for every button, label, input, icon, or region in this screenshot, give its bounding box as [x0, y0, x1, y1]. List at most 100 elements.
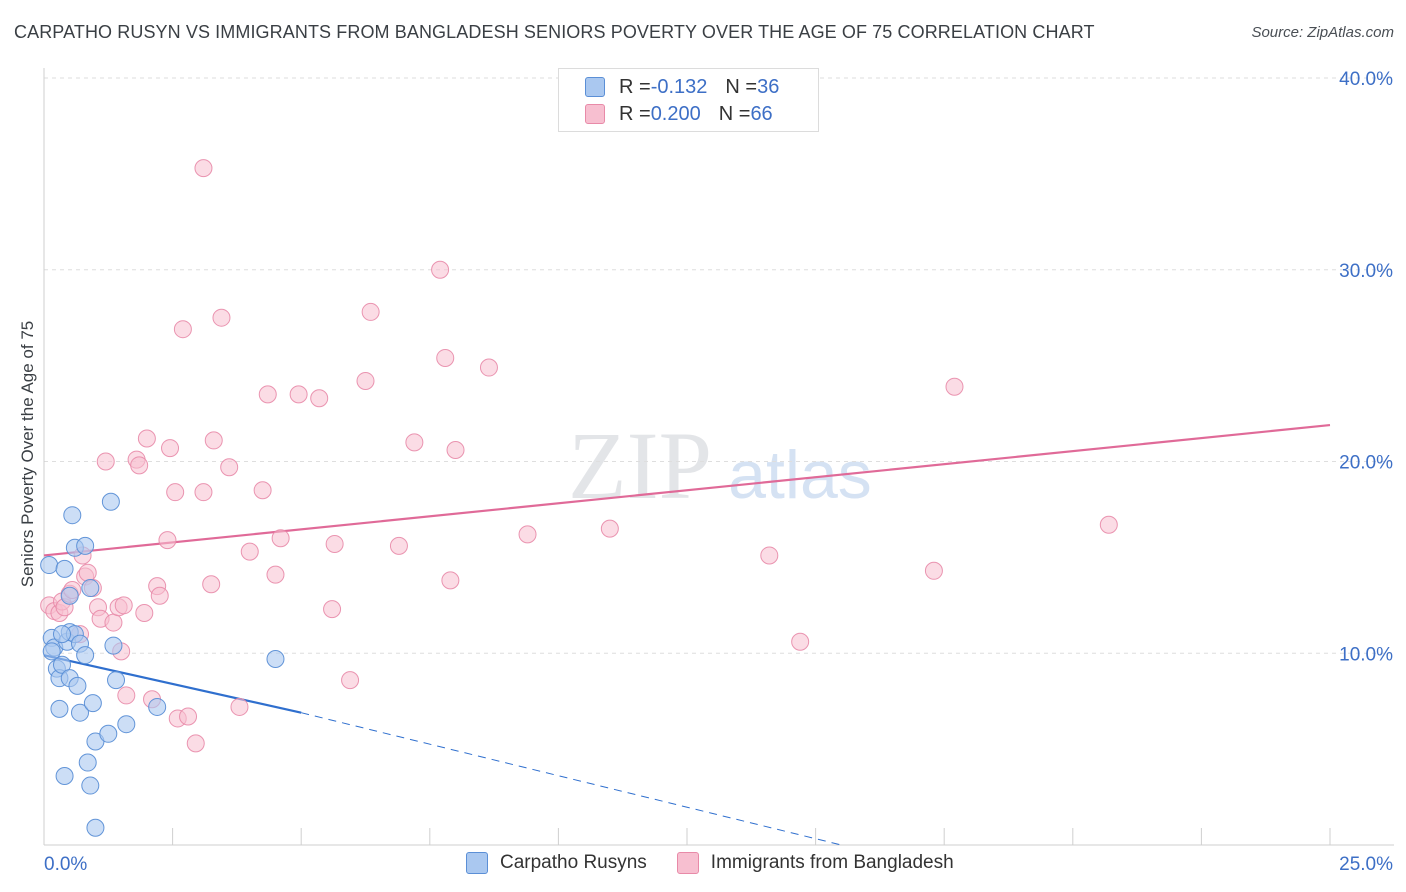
- chart-title: CARPATHO RUSYN VS IMMIGRANTS FROM BANGLA…: [14, 22, 1095, 42]
- pink-swatch: [676, 852, 699, 874]
- bangladesh-point: [137, 429, 156, 448]
- n-value: 66: [750, 102, 773, 125]
- bangladesh-point: [194, 483, 213, 502]
- bangladesh-point: [158, 531, 177, 550]
- bangladesh-point: [323, 600, 342, 619]
- series-legend: Carpatho Rusyns Immigrants from Banglade…: [466, 852, 984, 874]
- carpatho-point: [55, 559, 74, 578]
- legend-item-carpatho: Carpatho Rusyns: [466, 852, 647, 874]
- carpatho-point: [60, 586, 79, 605]
- carpatho-point: [104, 636, 123, 655]
- watermark: ZIP atlas: [568, 412, 872, 519]
- bangladesh-point: [479, 358, 498, 377]
- source-label: Source: ZipAtlas.com: [1251, 24, 1394, 41]
- y-tick-label: 30.0%: [1339, 261, 1393, 282]
- bangladesh-point: [230, 697, 249, 716]
- bangladesh-point: [179, 707, 198, 726]
- bangladesh-point: [945, 377, 964, 396]
- legend-label-bangladesh: Immigrants from Bangladesh: [710, 852, 954, 873]
- carpatho-point: [78, 753, 97, 772]
- bangladesh-trend-line: [43, 423, 1331, 557]
- carpatho-point: [68, 676, 87, 695]
- r-value: -0.132: [650, 75, 708, 98]
- gridlines: [44, 77, 1394, 654]
- trend-lines: [43, 423, 1331, 846]
- y-tick-label: 10.0%: [1339, 644, 1393, 665]
- bangladesh-point: [341, 671, 360, 690]
- y-tick-label: 40.0%: [1339, 69, 1393, 90]
- r-value: 0.200: [650, 102, 701, 125]
- bangladesh-point: [258, 385, 277, 404]
- bangladesh-point: [220, 458, 239, 477]
- bangladesh-point: [271, 529, 290, 548]
- bangladesh-point: [431, 260, 450, 279]
- axes: [43, 68, 1394, 846]
- bangladesh-point: [289, 385, 308, 404]
- bangladesh-point: [924, 561, 943, 580]
- bangladesh-point: [441, 571, 460, 590]
- n-label: N =: [718, 102, 751, 125]
- bangladesh-point: [446, 440, 465, 459]
- bangladesh-point: [204, 431, 223, 450]
- carpatho-trend-extension: [301, 712, 842, 846]
- bangladesh-point: [1099, 515, 1118, 534]
- r-label: R =: [619, 75, 651, 98]
- carpatho-point: [266, 650, 285, 669]
- carpatho-point: [107, 671, 126, 690]
- carpatho-point: [50, 699, 69, 718]
- bangladesh-point: [791, 632, 810, 651]
- watermark-atlas: atlas: [728, 437, 872, 513]
- blue-swatch: [466, 852, 488, 874]
- bangladesh-point: [186, 734, 205, 753]
- carpatho-point: [71, 703, 90, 722]
- bangladesh-point: [202, 575, 221, 594]
- x-tick-label: 25.0%: [1339, 854, 1393, 875]
- y-tick-label: 20.0%: [1339, 453, 1393, 474]
- watermark-zip: ZIP: [568, 412, 712, 519]
- carpatho-point: [76, 646, 95, 665]
- bangladesh-point: [96, 452, 115, 471]
- bangladesh-point: [212, 308, 231, 327]
- bangladesh-point: [173, 320, 192, 339]
- bangladesh-point: [104, 613, 123, 632]
- legend-row-carpatho: R = -0.132 N = 36: [585, 75, 779, 99]
- bangladesh-point: [405, 433, 424, 452]
- blue-swatch: [585, 77, 605, 97]
- bangladesh-point: [361, 302, 380, 321]
- carpatho-point: [148, 697, 167, 716]
- data-points: [40, 159, 1118, 837]
- bangladesh-point: [161, 439, 180, 458]
- carpatho-point: [101, 492, 120, 511]
- carpatho-point: [81, 579, 100, 598]
- carpatho-point: [117, 715, 136, 734]
- bangladesh-point: [325, 534, 344, 553]
- bangladesh-point: [130, 456, 149, 475]
- carpatho-point: [63, 506, 82, 525]
- carpatho-point: [40, 556, 59, 575]
- bangladesh-point: [253, 481, 272, 500]
- y-axis-title: Seniors Poverty Over the Age of 75: [18, 320, 37, 588]
- carpatho-trend-line: [43, 654, 302, 714]
- carpatho-point: [86, 818, 105, 837]
- carpatho-point: [53, 655, 72, 674]
- bangladesh-point: [356, 371, 375, 390]
- legend-row-bangladesh: R = 0.200 N = 66: [585, 102, 773, 126]
- carpatho-point: [55, 766, 74, 785]
- carpatho-point: [76, 536, 95, 555]
- legend-label-carpatho: Carpatho Rusyns: [500, 852, 647, 873]
- bangladesh-point: [266, 565, 285, 584]
- r-label: R =: [619, 102, 651, 125]
- tick-labels: 10.0% 20.0% 30.0% 40.0% 0.0% 25.0%: [44, 69, 1393, 875]
- n-value: 36: [757, 75, 780, 98]
- carpatho-point: [81, 776, 100, 795]
- carpatho-point: [99, 724, 118, 743]
- bangladesh-point: [135, 603, 154, 622]
- bangladesh-point: [240, 542, 259, 561]
- bangladesh-point: [760, 546, 779, 565]
- carpatho-point: [42, 642, 61, 661]
- bangladesh-point: [166, 483, 185, 502]
- bangladesh-point: [310, 389, 329, 408]
- bangladesh-point: [114, 596, 133, 615]
- correlation-legend: R = -0.132 N = 36 R = 0.200 N = 66: [558, 68, 819, 132]
